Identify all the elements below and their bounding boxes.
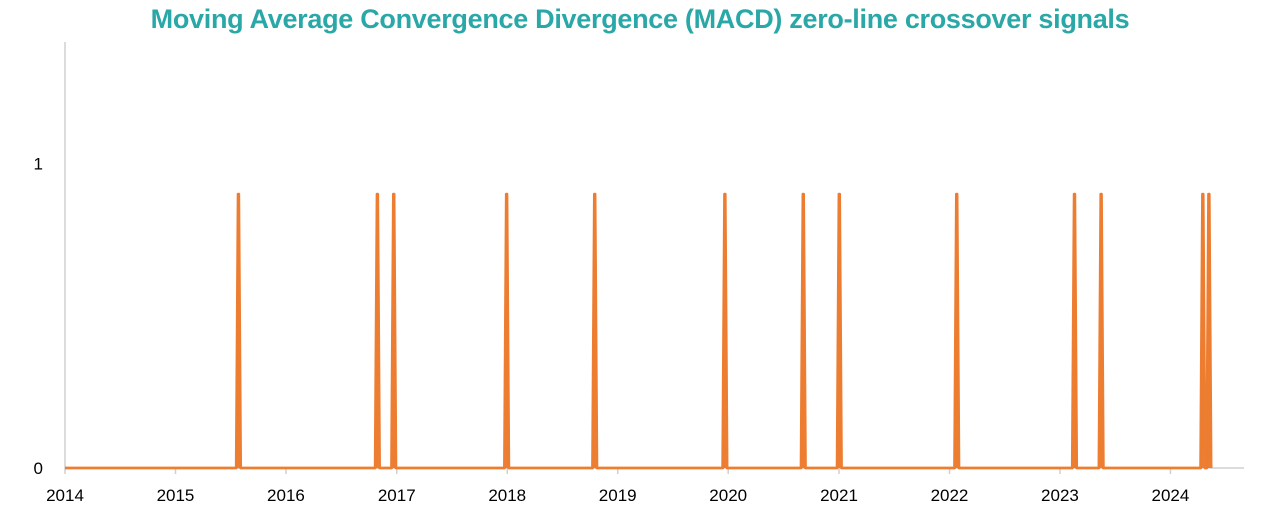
signal-series-line: [65, 192, 1213, 470]
chart-title: Moving Average Convergence Divergence (M…: [150, 4, 1130, 34]
y-tick-label: 0: [34, 459, 43, 478]
y-tick-labels: 01: [34, 155, 43, 478]
x-tick-label: 2015: [157, 486, 195, 505]
x-tick-label: 2014: [46, 486, 84, 505]
x-tick-label: 2018: [488, 486, 526, 505]
axes: [64, 42, 1244, 474]
x-tick-label: 2020: [709, 486, 747, 505]
series-layer: [65, 192, 1213, 470]
x-tick-label: 2019: [599, 486, 637, 505]
y-tick-label: 1: [34, 155, 43, 174]
x-tick-label: 2017: [378, 486, 416, 505]
x-tick-label: 2022: [931, 486, 969, 505]
x-tick-label: 2024: [1152, 486, 1190, 505]
x-tick-label: 2023: [1041, 486, 1079, 505]
x-tick-labels: 2014 2015 2016 2017 2018 2019 2020 2021 2022 2023…: [46, 486, 1189, 505]
x-tick-label: 2021: [820, 486, 858, 505]
x-tick-label: 2016: [267, 486, 305, 505]
